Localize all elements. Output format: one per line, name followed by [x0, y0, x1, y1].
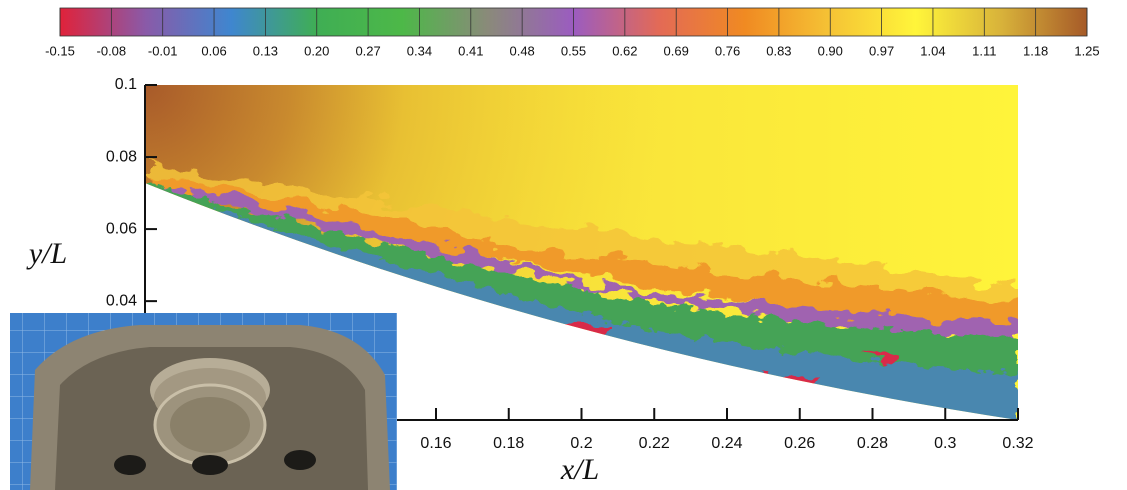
x-tick-label: 0.24	[711, 435, 742, 452]
colorbar-tick-label: 0.34	[407, 43, 432, 58]
colorbar-tick-label: 0.48	[509, 43, 534, 58]
inset-photo	[10, 313, 397, 490]
colorbar-tick-label: 0.83	[766, 43, 791, 58]
colorbar-tick-label: -0.01	[148, 43, 178, 58]
y-tick-label: 0.08	[106, 148, 137, 165]
colorbar-tick-label: 1.25	[1074, 43, 1099, 58]
x-tick-label: 0.26	[784, 435, 815, 452]
colorbar-tick-label: 0.13	[253, 43, 278, 58]
colorbar-tick-label: 0.76	[715, 43, 740, 58]
y-tick-label: 0.06	[106, 220, 137, 237]
colorbar-tick-label: 1.11	[972, 43, 996, 58]
y-axis-title: y/L	[26, 237, 67, 270]
y-tick-label: 0.04	[106, 292, 137, 309]
colorbar-tick-label: 1.18	[1023, 43, 1048, 58]
colorbar-tick-label: 0.20	[304, 43, 329, 58]
x-tick-label: 0.22	[639, 435, 670, 452]
x-tick-label: 0.18	[493, 435, 524, 452]
colorbar-tick-label: -0.08	[97, 43, 127, 58]
x-tick-label: 0.16	[420, 435, 451, 452]
x-axis-title: x/L	[560, 453, 599, 486]
colorbar-tick-label: 1.04	[920, 43, 945, 58]
y-tick-label: 0.1	[115, 76, 137, 93]
colorbar-tick-label: 0.41	[458, 43, 483, 58]
x-tick-label: 0.32	[1002, 435, 1033, 452]
colorbar-tick-label: 0.90	[818, 43, 843, 58]
colorbar-tick-label: 0.97	[869, 43, 894, 58]
chart: y/L x/L -0.15 -0.08 -0.01 0.06 0.13 0.20 0.27 0…	[0, 0, 1127, 490]
colorbar-tick-label: 0.69	[664, 43, 689, 58]
colorbar-tick-label: 0.27	[355, 43, 380, 58]
colorbar-tick-label: 0.06	[201, 43, 226, 58]
colorbar-tick-label: -0.15	[45, 43, 75, 58]
colorbar-tick-label: 0.55	[561, 43, 586, 58]
x-tick-label: 0.2	[570, 435, 592, 452]
colorbar-tick-label: 0.62	[612, 43, 637, 58]
x-tick-label: 0.28	[857, 435, 888, 452]
x-tick-label: 0.3	[934, 435, 956, 452]
